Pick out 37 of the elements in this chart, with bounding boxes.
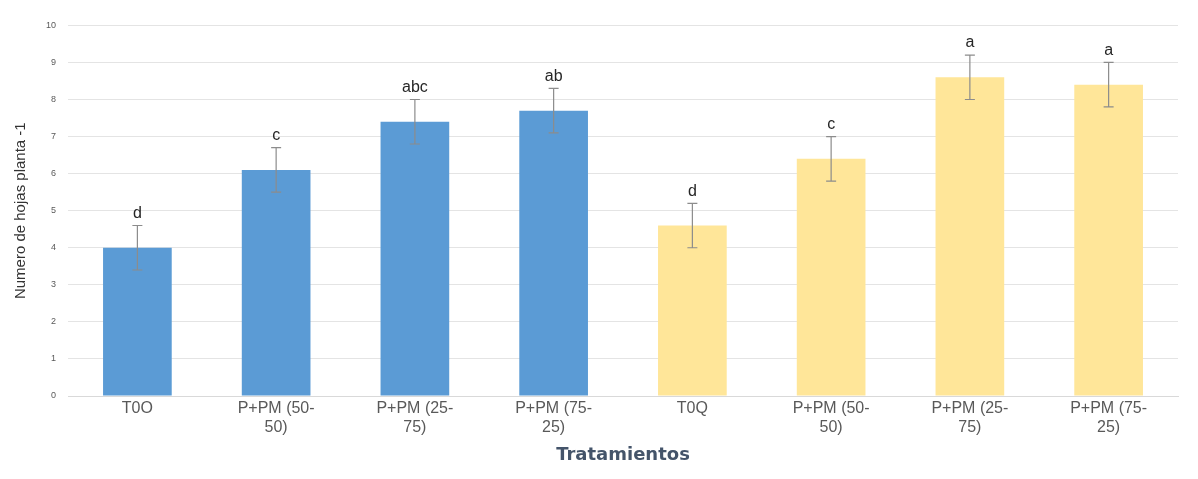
annotation: a (965, 33, 975, 51)
annotation: a (1104, 40, 1114, 58)
y-tick-label: 5 (51, 205, 57, 216)
y-tick-label: 4 (51, 242, 57, 253)
bar (1074, 84, 1143, 396)
y-tick-label: 6 (51, 168, 57, 179)
y-tick-label: 2 (51, 316, 57, 327)
x-tick-label: T0Q (676, 399, 708, 417)
bar (658, 225, 727, 396)
x-axis-title: Tratamientos (556, 442, 690, 464)
y-tick-label: 10 (46, 19, 57, 30)
x-tick-label: P+PM (50-50) (792, 399, 870, 436)
bar (519, 110, 588, 396)
x-tick-label: T0O (121, 399, 153, 417)
x-tick-label: P+PM (50-50) (237, 399, 315, 436)
x-tick-label: P+PM (75-25) (515, 399, 593, 436)
y-tick-label: 7 (51, 131, 57, 142)
x-tick-label: P+PM (75-25) (1070, 399, 1148, 436)
y-tick-label: 9 (51, 56, 57, 67)
annotation: abc (401, 77, 428, 95)
y-tick-label: 1 (51, 353, 57, 364)
annotation: c (827, 114, 836, 132)
x-tick-label: P+PM (25-75) (931, 399, 1009, 436)
bar (380, 121, 450, 396)
x-tick-label: P+PM (25-75) (376, 399, 454, 436)
bar (935, 77, 1005, 396)
y-tick-label: 3 (51, 279, 57, 290)
annotation: d (687, 181, 697, 199)
y-tick-label: 8 (51, 94, 57, 104)
y-tick-label: 0 (51, 390, 57, 401)
annotation: d (132, 203, 142, 221)
annotation: c (272, 126, 281, 144)
bar (796, 158, 866, 396)
bar (103, 247, 172, 396)
bar (241, 169, 311, 396)
y-axis-title: Numero de hojas planta -1 (11, 122, 29, 300)
annotation: ab (544, 66, 563, 84)
